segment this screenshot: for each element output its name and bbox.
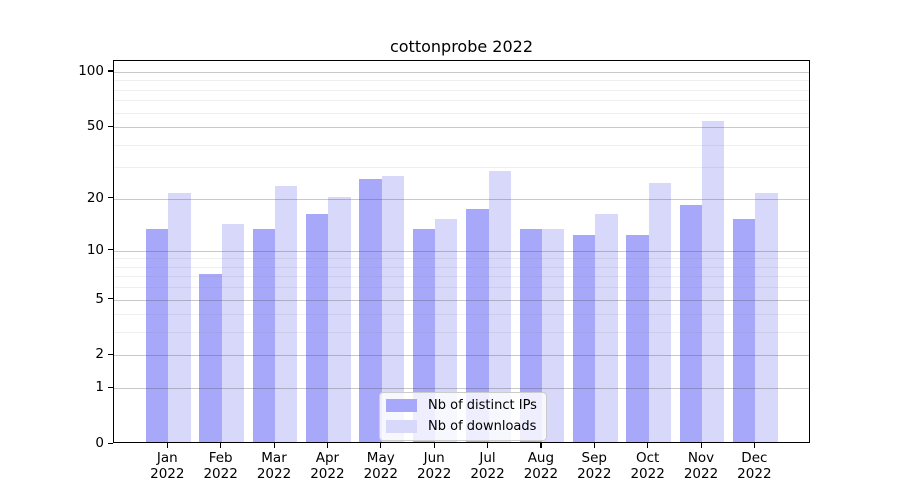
gridline-40 [114,144,809,146]
bar-apr-downloads [328,196,351,442]
bar-mar-distinct-ips [252,229,276,442]
bar-sep-downloads [595,213,618,442]
gridline-3 [114,332,809,334]
x-tick-label-aug: Aug 2022 [523,450,559,482]
y-tick-label-2: 2 [95,346,104,363]
x-tick-mark-sep [593,443,595,448]
y-tick-mark-5 [108,298,113,300]
bar-jul-distinct-ips [466,209,489,442]
x-tick-mark-jun [433,443,435,448]
y-tick-mark-20 [108,197,113,199]
bar-may-downloads [381,176,405,442]
x-tick-mark-mar [273,443,275,448]
gridline-5 [114,299,809,301]
y-tick-mark-10 [108,249,113,251]
x-tick-mark-jan [166,443,168,448]
x-tick-label-oct: Oct 2022 [630,450,665,482]
gridline-90 [114,80,809,82]
y-tick-mark-1 [108,386,113,388]
y-tick-label-20: 20 [86,189,104,206]
gridline-10 [114,250,809,252]
plot-area [113,60,810,443]
y-tick-mark-0 [108,442,113,444]
gridline-8 [114,266,809,268]
x-tick-mark-dec [753,443,756,448]
x-tick-label-sep: Sep 2022 [577,450,612,482]
grid-layer [114,61,809,442]
x-tick-label-jan: Jan 2022 [150,450,185,482]
y-tick-label-1: 1 [95,379,104,396]
gridline-30 [114,167,809,169]
gridline-80 [114,89,809,91]
bar-jun-distinct-ips [412,229,436,442]
gridline-1 [114,388,809,390]
bar-may-distinct-ips [359,179,382,442]
distinct-ips-swatch-icon [386,399,417,412]
bar-jul-downloads [488,170,511,442]
x-tick-label-feb: Feb 2022 [203,450,238,482]
y-tick-label-5: 5 [95,290,104,307]
bar-sep-distinct-ips [572,235,596,442]
x-tick-mark-oct [647,443,649,448]
legend: Nb of distinct IPs Nb of downloads [379,392,547,441]
x-tick-mark-apr [326,443,329,448]
x-tick-mark-nov [700,443,702,448]
bar-jan-downloads [168,192,191,442]
y-tick-mark-2 [108,353,113,356]
bar-mar-downloads [275,185,298,442]
x-tick-label-dec: Dec 2022 [737,450,772,482]
x-tick-label-jul: Jul 2022 [470,450,505,482]
y-tick-label-0: 0 [95,435,104,451]
gridline-20 [114,198,809,200]
bar-dec-downloads [755,192,778,442]
gridline-60 [114,112,809,114]
downloads-swatch-icon [386,420,417,433]
bar-aug-downloads [541,229,565,442]
bar-oct-downloads [648,182,671,442]
legend-label-downloads: Nb of downloads [428,419,537,434]
gridline-100 [114,71,809,73]
x-tick-label-mar: Mar 2022 [256,450,292,482]
y-tick-label-100: 100 [78,62,104,79]
x-tick-label-jun: Jun 2022 [416,450,452,482]
legend-row-distinct-ips: Nb of distinct IPs [386,398,537,413]
bar-jan-distinct-ips [146,229,169,442]
gridline-4 [114,314,809,316]
y-tick-mark-100 [108,70,113,72]
bar-dec-distinct-ips [733,218,756,442]
x-tick-label-nov: Nov 2022 [683,450,719,482]
bar-feb-distinct-ips [199,274,222,442]
bar-feb-downloads [221,223,244,442]
x-tick-label-apr: Apr 2022 [310,450,345,482]
x-tick-mark-may [380,443,382,448]
gridline-70 [114,100,809,102]
y-tick-label-50: 50 [86,118,104,135]
bar-nov-downloads [702,120,725,442]
y-tick-label-10: 10 [86,241,104,258]
x-tick-mark-feb [220,443,222,448]
legend-label-distinct-ips: Nb of distinct IPs [428,398,537,413]
gridline-2 [114,355,809,357]
bar-apr-distinct-ips [306,213,329,442]
gridline-9 [114,258,809,260]
bar-oct-distinct-ips [626,235,649,442]
x-tick-label-may: May 2022 [363,450,398,482]
bars-layer [114,61,809,442]
gridline-50 [114,127,809,129]
x-tick-mark-jul [487,443,489,448]
bar-aug-distinct-ips [519,229,542,442]
gridline-7 [114,276,809,278]
y-tick-mark-50 [108,125,113,127]
x-tick-mark-aug [540,443,542,448]
legend-row-downloads: Nb of downloads [386,419,537,434]
bar-jun-downloads [435,218,458,442]
chart-title: cottonprobe 2022 [389,37,534,56]
bar-nov-distinct-ips [679,204,702,442]
gridline-6 [114,287,809,289]
